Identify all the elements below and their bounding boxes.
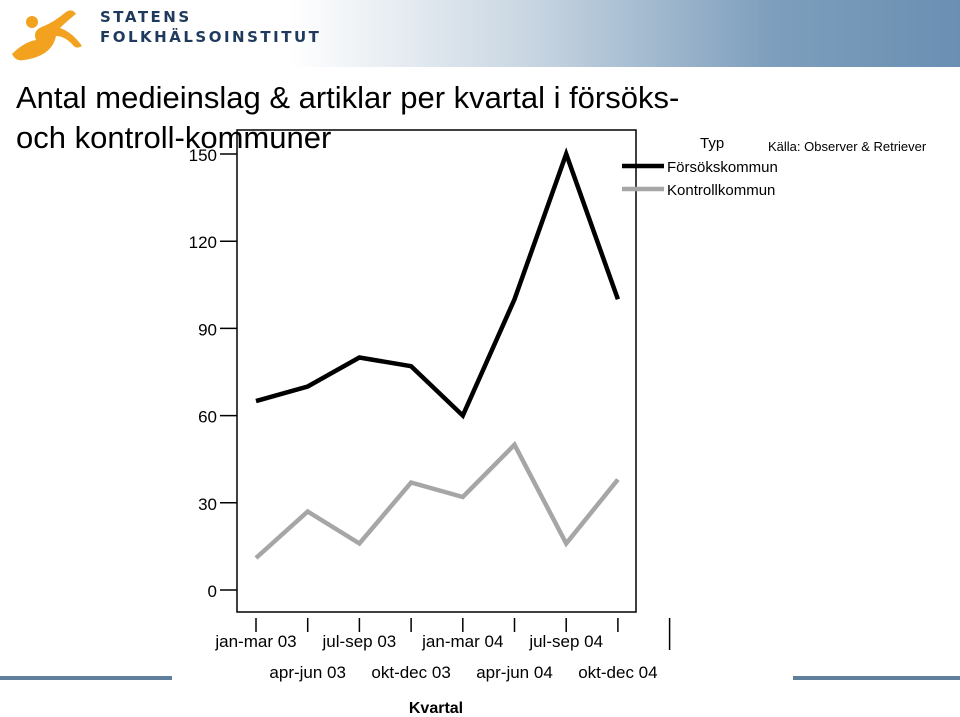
legend-title: Typ — [700, 135, 724, 152]
x-axis-label: Kvartal — [409, 700, 463, 717]
series-line-forsokskommun — [255, 147, 621, 420]
x-tick-label: jan-mar 04 — [421, 632, 503, 651]
footer-bar-left — [0, 676, 172, 680]
x-tick-label: jan-mar 03 — [214, 632, 296, 651]
x-tick-label: jul-sep 04 — [528, 632, 603, 651]
logo-line1: STATENS — [100, 8, 192, 26]
plot-frame — [236, 129, 637, 613]
y-tick-label: 150 — [189, 146, 217, 165]
header-banner: STATENS FOLKHÄLSOINSTITUT — [0, 0, 960, 67]
y-tick-label: 30 — [198, 495, 217, 514]
y-tick-label: 120 — [189, 233, 217, 252]
footer-bar-right — [793, 676, 960, 680]
leaping-figure-icon — [2, 2, 84, 65]
series-line-kontrollkommun — [254, 440, 620, 560]
y-tick-label: 90 — [198, 320, 217, 339]
logo-line2: FOLKHÄLSOINSTITUT — [100, 28, 322, 46]
legend-label-kontrollkommun: Kontrollkommun — [667, 182, 775, 199]
x-tick-label: okt-dec 03 — [371, 663, 450, 682]
x-tick-label: jul-sep 03 — [322, 632, 397, 651]
x-tick-label: apr-jun 03 — [269, 663, 346, 682]
y-tick-label: 60 — [198, 408, 217, 427]
legend-label-forsokskommun: Försökskommun — [667, 159, 778, 176]
x-tick-label: okt-dec 04 — [578, 663, 657, 682]
y-tick-label: 0 — [208, 582, 217, 601]
slide-title: Antal medieinslag & artiklar per kvartal… — [16, 80, 680, 155]
source-note: Källa: Observer & Retriever — [768, 139, 927, 154]
x-tick-label: apr-jun 04 — [476, 663, 553, 682]
